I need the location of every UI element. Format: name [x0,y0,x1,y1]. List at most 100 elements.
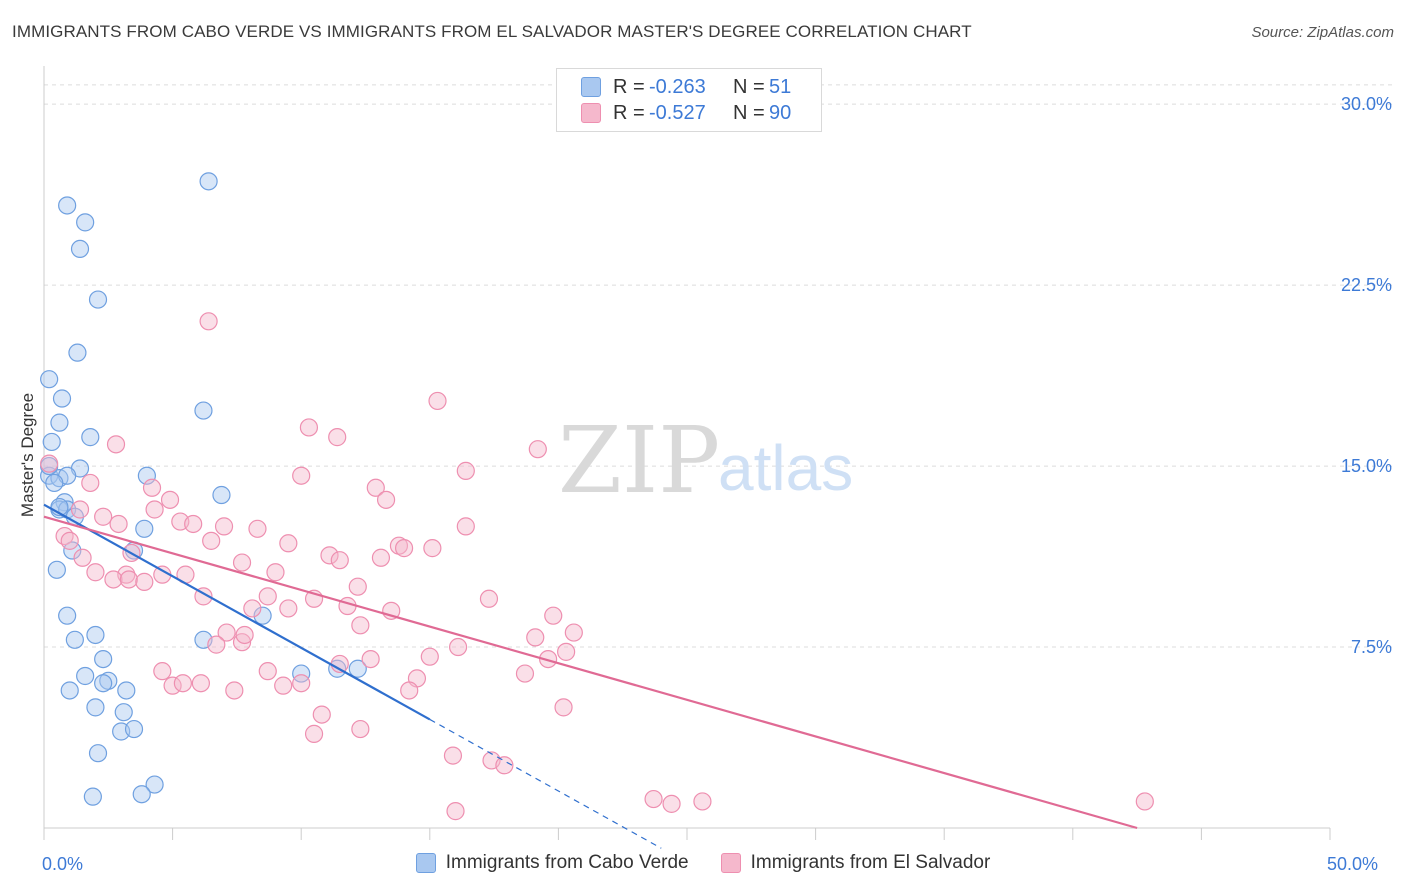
el-salvador-point [217,623,236,642]
el-salvador-point [428,391,447,411]
el-salvador-point [1135,792,1154,811]
el-salvador-point [348,577,367,596]
el-salvador-point [539,649,558,669]
legend-swatch-pink [720,853,741,873]
el-salvador-point [258,662,277,681]
el-salvador-point [104,570,123,589]
cabo-verde-trend-line [43,503,431,721]
legend-swatch-blue [415,853,436,873]
y-tick-label: 22.5% [1341,275,1392,295]
el-salvador-point [135,572,154,591]
el-salvador-point [423,539,442,558]
r-value: -0.263 [649,75,706,98]
cabo-verde-point [348,659,367,678]
legend-item-el-salvador: Immigrants from El Salvador [720,852,991,874]
el-salvador-point [232,553,252,572]
el-salvador-point [199,312,218,331]
legend-row-el-salvador: R = -0.527 N = 90 [581,101,791,125]
stats-legend: R = -0.263 N = 51 R = -0.527 N = 90 [556,68,822,132]
y-axis-label: Master's Degree [18,393,37,517]
cabo-verde-point [253,606,272,625]
el-salvador-point [207,635,226,654]
trend-lines [43,503,1138,849]
n-label: N = [733,75,765,98]
el-salvador-point [564,623,583,642]
el-salvador-point [173,674,192,693]
el-salvador-point [320,546,339,565]
el-salvador-point [361,649,380,669]
el-salvador-point [662,794,681,813]
el-salvador-point [446,802,465,821]
cabo-verde-point [145,775,164,794]
el-salvador-point [70,500,90,519]
cabo-verde-point [60,681,79,700]
cabo-verde-point [124,719,144,739]
el-salvador-trend-line [43,515,1138,830]
el-salvador-point [232,633,252,652]
el-salvador-point [40,454,59,473]
cabo-verde-point [52,389,72,408]
cabo-verde-trend-extension [429,718,662,849]
el-salvador-point [644,789,663,809]
cabo-verde-point [86,625,105,645]
cabo-verde-point [70,239,90,259]
el-salvador-point [371,548,391,567]
el-salvador-point [248,519,267,538]
el-salvador-point [448,637,468,657]
x-tick-label: 0.0% [42,854,83,874]
el-salvador-point [109,514,128,534]
cabo-verde-point [117,681,136,700]
cabo-verde-point [50,413,69,432]
el-salvador-point [214,517,234,536]
n-label: N = [733,101,765,124]
cabo-verde-point [88,744,108,763]
el-salvador-point [338,596,357,616]
el-salvador-point [153,662,172,681]
legend-swatch-blue [581,77,601,97]
el-salvador-point [145,500,164,519]
el-salvador-point [60,531,79,550]
y-tick-label: 30.0% [1341,94,1392,114]
el-salvador-point [456,517,475,536]
cabo-verde-point [58,606,77,625]
el-salvador-point [528,440,547,459]
n-value: 51 [769,75,792,98]
n-value: 90 [769,101,792,124]
el-salvador-point [328,428,347,447]
el-salvador-point [279,599,298,618]
el-salvador-point [258,587,277,606]
cabo-verde-point [81,428,100,447]
r-label: R = [613,101,645,124]
el-salvador-point [479,589,499,608]
cabo-verde-point [114,703,133,722]
el-salvador-point [456,461,475,480]
el-salvador-point [191,674,210,693]
el-salvador-point [400,681,419,700]
el-salvador-point [235,625,254,645]
el-salvador-point [693,792,712,811]
el-salvador-point [495,756,514,775]
el-salvador-point [299,418,319,437]
el-salvador-point [554,698,573,717]
el-salvador-point [94,507,113,526]
el-salvador-point [544,606,563,625]
source-label: Source: ZipAtlas.com [1251,24,1394,41]
el-salvador-point [304,724,324,743]
el-salvador-point [366,478,385,497]
cabo-verde-point [94,674,113,693]
el-salvador-point [351,719,370,739]
el-salvador-point [266,563,285,582]
legend-label-el-salvador: Immigrants from El Salvador [750,852,991,873]
cabo-verde-point [76,666,95,686]
el-salvador-point [279,534,298,553]
el-salvador-point [420,647,439,666]
el-salvador-point [515,664,535,683]
legend-swatch-pink [581,103,601,123]
el-salvador-point [55,526,74,546]
el-salvador-point [330,551,349,570]
cabo-verde-point [83,787,102,806]
watermark: ZIP atlas [558,407,853,514]
x-tick-label: 50.0% [1327,854,1378,874]
el-salvador-point [73,548,92,567]
cabo-verde-point [58,196,77,215]
